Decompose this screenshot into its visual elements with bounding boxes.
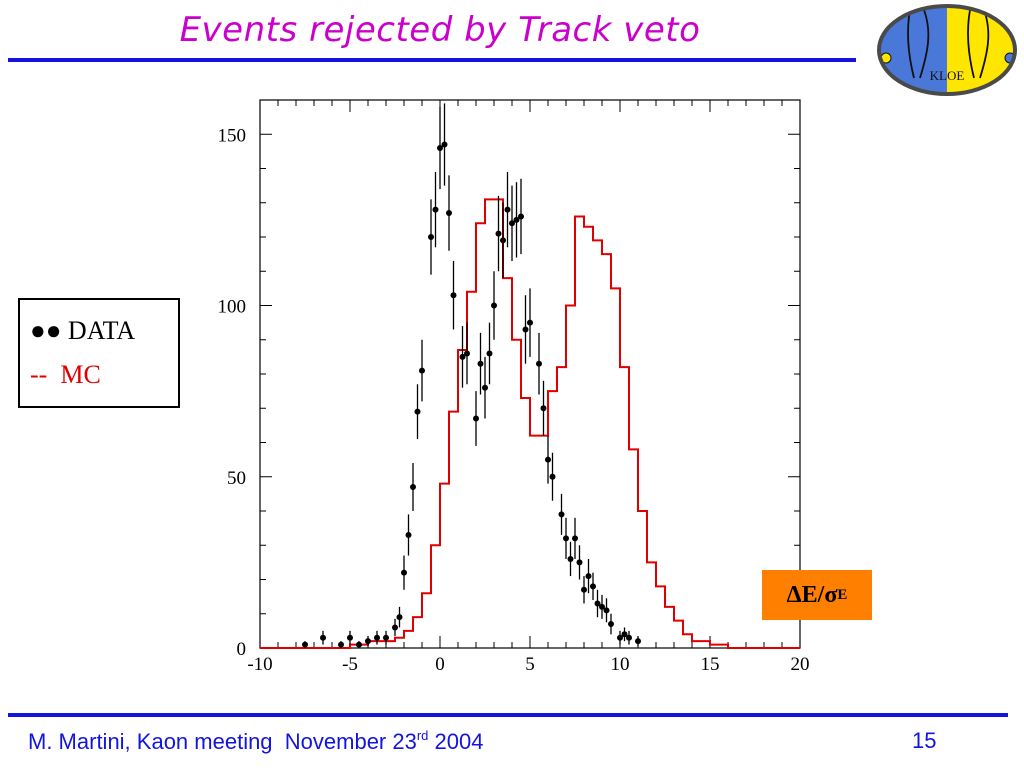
data-point xyxy=(545,456,551,463)
x-tick-label: -10 xyxy=(247,654,272,675)
data-point xyxy=(446,210,452,217)
data-point xyxy=(383,634,389,641)
data-point xyxy=(590,583,596,590)
data-point xyxy=(365,638,371,645)
data-point xyxy=(567,555,574,562)
data-point xyxy=(527,319,533,326)
footer-text: M. Martini, Kaon meeting November 23rd 2… xyxy=(28,728,483,755)
data-point xyxy=(617,634,623,641)
logo-text: KLOE xyxy=(930,68,965,83)
data-point xyxy=(482,384,488,391)
data-point xyxy=(441,141,448,148)
data-point xyxy=(405,531,412,538)
legend-data-label: DATA xyxy=(67,316,136,345)
data-point xyxy=(356,641,362,648)
kloe-logo: KLOE xyxy=(877,4,1017,96)
x-tick-label: 10 xyxy=(611,654,630,675)
variable-label-subscript: E xyxy=(837,586,848,603)
data-point xyxy=(347,634,353,641)
title-underline xyxy=(8,58,856,62)
data-point xyxy=(419,367,425,374)
footer-superscript: rd xyxy=(416,728,429,743)
data-point xyxy=(414,408,421,415)
footer-rule xyxy=(8,713,1008,717)
data-point xyxy=(576,559,583,566)
data-point xyxy=(509,220,515,227)
data-point xyxy=(473,415,479,422)
slide-title: Events rejected by Track veto xyxy=(179,10,701,50)
data-point xyxy=(437,144,443,151)
data-point xyxy=(522,326,529,333)
data-point xyxy=(491,302,497,309)
histogram-chart: -10 -5 0 5 10 15 20 0 50 100 150 xyxy=(200,78,830,690)
legend-data-entry: ●● DATA xyxy=(30,316,135,346)
data-point xyxy=(536,360,542,367)
plot-frame xyxy=(259,99,801,649)
data-point xyxy=(396,614,403,621)
data-point xyxy=(563,535,569,542)
x-tick-label: 5 xyxy=(525,654,535,675)
legend-mc-label: MC xyxy=(60,360,101,389)
x-tick-label: 20 xyxy=(791,654,810,675)
data-point xyxy=(450,292,457,299)
data-point xyxy=(459,353,466,360)
legend-mc-marker: -- xyxy=(30,360,48,389)
data-point xyxy=(477,360,484,367)
x-tick-label: -5 xyxy=(342,654,358,675)
data-point xyxy=(428,234,434,240)
data-point xyxy=(338,641,344,648)
data-point xyxy=(504,206,511,213)
data-point xyxy=(320,634,326,641)
variable-label: ΔE/σ xyxy=(786,581,838,608)
data-point xyxy=(626,634,632,641)
page-number: 15 xyxy=(912,728,937,753)
data-point xyxy=(432,206,439,213)
data-point xyxy=(495,230,502,237)
data-point xyxy=(572,535,578,542)
data-point xyxy=(603,607,610,614)
data-point xyxy=(410,484,416,491)
x-tick-label: 15 xyxy=(701,654,720,675)
x-tick-label: 0 xyxy=(435,654,445,675)
data-point xyxy=(599,603,605,610)
data-point xyxy=(392,624,398,631)
data-point xyxy=(486,350,493,357)
y-tick-label: 150 xyxy=(218,125,247,146)
legend-mc-entry: -- MC xyxy=(30,360,101,390)
data-point xyxy=(540,405,547,412)
data-point xyxy=(635,638,641,645)
variable-label-box: ΔE/σ E xyxy=(762,570,872,620)
data-point xyxy=(513,216,520,223)
data-point xyxy=(585,573,592,580)
y-tick-label: 0 xyxy=(237,639,247,660)
data-point xyxy=(401,569,407,576)
footer-author-date: M. Martini, Kaon meeting November 23 xyxy=(28,729,417,754)
data-point xyxy=(621,631,628,638)
data-point xyxy=(302,641,308,648)
data-point xyxy=(374,634,380,641)
logo-right-half xyxy=(947,6,1015,94)
y-tick-label: 50 xyxy=(227,468,246,489)
data-point xyxy=(594,600,601,607)
legend-data-marker: ●● xyxy=(30,316,62,345)
legend-box: ●● DATA -- MC xyxy=(18,298,180,408)
footer-year: 2004 xyxy=(428,729,484,754)
histogram-svg: -10 -5 0 5 10 15 20 0 50 100 150 xyxy=(218,99,810,675)
data-point xyxy=(549,473,556,480)
data-point xyxy=(500,237,506,244)
data-point xyxy=(608,621,614,628)
data-point xyxy=(581,586,587,593)
data-point xyxy=(558,511,565,518)
data-point xyxy=(464,350,470,357)
y-tick-label: 100 xyxy=(218,297,247,318)
data-point xyxy=(518,213,524,220)
